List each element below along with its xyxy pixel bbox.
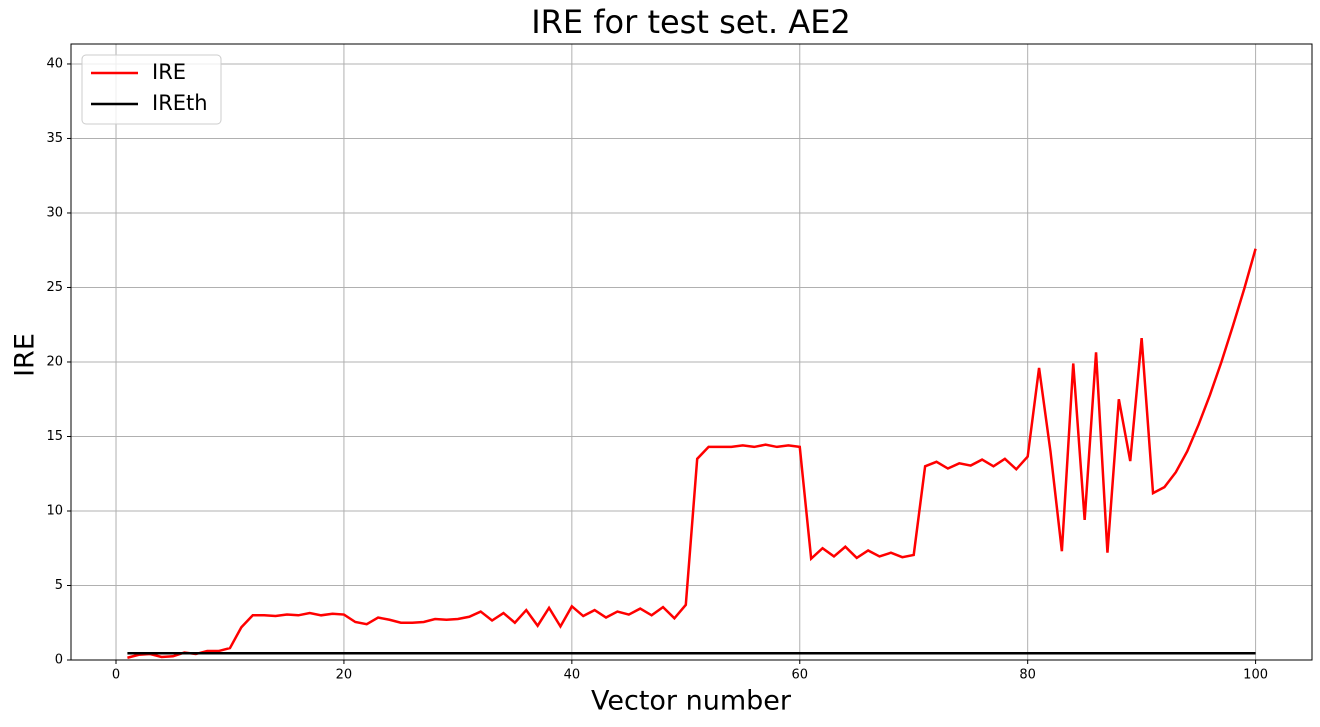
y-tick-label: 30 bbox=[46, 205, 63, 220]
legend-label: IREth bbox=[152, 91, 208, 115]
legend-label: IRE bbox=[152, 60, 186, 84]
y-tick-label: 20 bbox=[46, 354, 63, 369]
line-series bbox=[127, 248, 1257, 659]
x-tick-label: 100 bbox=[1243, 668, 1268, 683]
y-axis-label: IRE bbox=[10, 333, 41, 377]
x-tick-label: 80 bbox=[1019, 668, 1036, 683]
y-tick-label: 15 bbox=[46, 429, 63, 444]
y-tick-label: 5 bbox=[55, 578, 63, 593]
y-tick-label: 0 bbox=[55, 653, 63, 668]
x-tick-label: 40 bbox=[564, 668, 581, 683]
y-tick-label: 25 bbox=[46, 280, 63, 295]
x-axis-label: Vector number bbox=[591, 686, 792, 717]
y-tick-label: 10 bbox=[46, 503, 63, 518]
y-tick-label: 35 bbox=[46, 131, 63, 146]
chart-title: IRE for test set. AE2 bbox=[531, 3, 851, 41]
plot-frame bbox=[70, 43, 1313, 661]
x-tick-label: 0 bbox=[112, 668, 120, 683]
y-tick-label: 40 bbox=[46, 56, 63, 71]
x-tick-label: 60 bbox=[791, 668, 808, 683]
x-tick-label: 20 bbox=[336, 668, 353, 683]
